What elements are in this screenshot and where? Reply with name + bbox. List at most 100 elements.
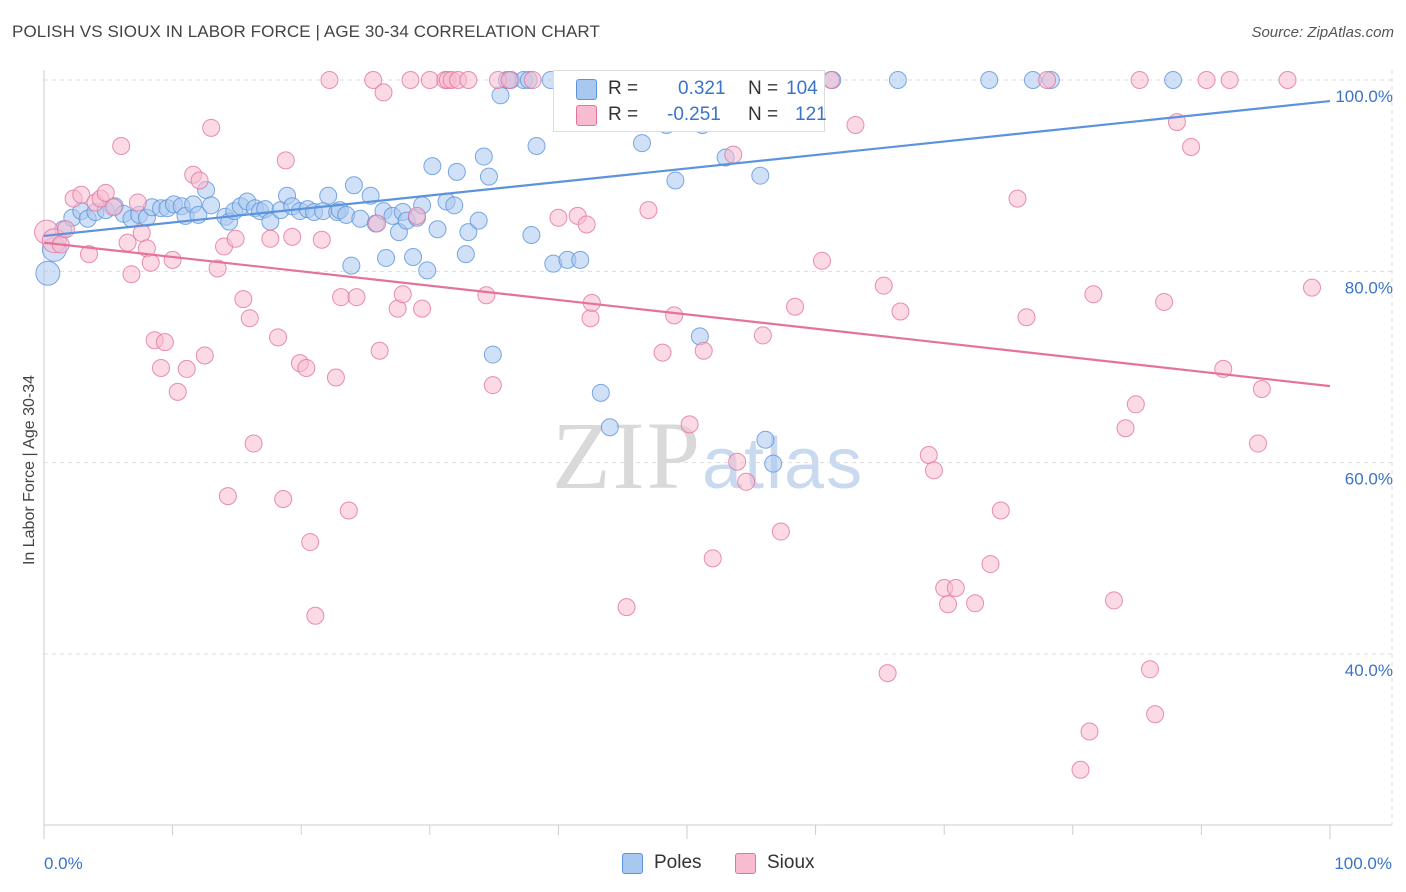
data-points: [34, 71, 1321, 779]
poles-point: [483, 345, 502, 364]
sioux-point: [946, 578, 965, 597]
sioux-point: [320, 71, 339, 89]
sioux-point: [1084, 285, 1103, 304]
sioux-point: [339, 501, 358, 520]
x-tick-label: 0.0%: [44, 854, 83, 873]
stats-legend: R = 0.321 N = 104 R = -0.251 N = 121: [553, 70, 827, 132]
sioux-point: [401, 71, 420, 89]
sioux-point: [581, 309, 600, 328]
sioux-point: [1104, 591, 1123, 610]
poles-point: [756, 430, 775, 449]
r-value: -0.251: [667, 104, 721, 125]
poles-point: [319, 186, 338, 205]
sioux-point: [653, 343, 672, 362]
x-tick-label: 100.0%: [1334, 854, 1392, 873]
sioux-point: [966, 594, 985, 613]
sioux-point: [483, 376, 502, 395]
y-tick-label: 80.0%: [1345, 278, 1393, 297]
sioux-point: [276, 151, 295, 170]
sioux-point: [152, 358, 171, 377]
poles-swatch: [576, 79, 597, 100]
sioux-point: [80, 245, 99, 264]
sioux-point: [374, 83, 393, 102]
sioux-point: [420, 71, 439, 89]
sioux-point: [694, 341, 713, 360]
sioux-point: [771, 522, 790, 541]
poles-point: [361, 186, 380, 205]
sioux-point: [269, 328, 288, 347]
axes: [43, 70, 1392, 839]
sioux-point: [477, 286, 496, 305]
sioux-point: [226, 229, 245, 248]
sioux-point: [1008, 189, 1027, 208]
sioux-point: [991, 501, 1010, 520]
poles-point: [591, 383, 610, 402]
y-tick-label: 40.0%: [1345, 661, 1393, 680]
poles-point: [527, 137, 546, 156]
sioux-point: [703, 549, 722, 568]
sioux-point: [523, 71, 542, 89]
y-tick-label: 60.0%: [1345, 470, 1393, 489]
sioux-point: [393, 285, 412, 304]
sioux-point: [312, 230, 331, 249]
sioux-point: [283, 227, 302, 246]
poles-point: [666, 171, 685, 190]
poles-point: [980, 71, 999, 89]
sioux-point: [195, 346, 214, 365]
sioux-point: [813, 251, 832, 270]
poles-point: [377, 248, 396, 267]
sioux-point: [1017, 308, 1036, 327]
sioux-point: [128, 193, 147, 212]
sioux-swatch: [735, 853, 756, 874]
sioux-point: [202, 118, 221, 137]
poles-swatch: [622, 853, 643, 874]
sioux-point: [368, 214, 387, 233]
sioux-point: [261, 229, 280, 248]
sioux-point: [96, 183, 115, 202]
sioux-point: [168, 382, 187, 401]
poles-point: [404, 247, 423, 266]
chart-title: POLISH VS SIOUX IN LABOR FORCE | AGE 30-…: [12, 22, 600, 41]
y-tick-label: 100.0%: [1335, 87, 1393, 106]
sioux-point: [240, 309, 259, 328]
trend-lines: [43, 99, 1331, 388]
sioux-point: [939, 595, 958, 614]
sioux-point: [1252, 380, 1271, 399]
sioux-point: [274, 490, 293, 509]
series-sioux: [34, 71, 1321, 779]
sioux-point: [301, 533, 320, 552]
sioux-point: [413, 299, 432, 318]
sioux-point: [1248, 434, 1267, 453]
sioux-point: [728, 452, 747, 471]
sioux-point: [141, 253, 160, 272]
sioux-point: [218, 487, 237, 506]
sioux-point: [891, 302, 910, 321]
sioux-point: [981, 555, 1000, 574]
tick-labels: 40.0% 60.0% 80.0% 100.0% 0.0% 100.0%: [44, 87, 1393, 873]
sioux-point: [680, 415, 699, 434]
poles-point: [764, 454, 783, 473]
sioux-trend-line: [43, 241, 1331, 388]
stats-legend-row-poles: R = 0.321 N = 104: [576, 77, 818, 101]
stats-legend-row-sioux: R = -0.251 N = 121: [576, 103, 827, 127]
sioux-point: [878, 664, 897, 683]
poles-point: [522, 225, 541, 244]
sioux-point: [500, 71, 519, 89]
source-label: Source: ZipAtlas.com: [1251, 24, 1394, 41]
poles-point: [428, 220, 447, 239]
sioux-point: [549, 208, 568, 227]
poles-point: [571, 250, 590, 269]
sioux-point: [617, 598, 636, 617]
poles-point: [202, 196, 221, 215]
sioux-point: [244, 434, 263, 453]
sioux-point: [786, 297, 805, 316]
sioux-point: [753, 326, 772, 345]
poles-point: [491, 86, 510, 105]
sioux-point: [347, 288, 366, 307]
poles-point: [751, 166, 770, 185]
sioux-point: [1182, 137, 1201, 156]
poles-point: [445, 196, 464, 215]
sioux-point: [163, 250, 182, 269]
sioux-point: [370, 341, 389, 360]
